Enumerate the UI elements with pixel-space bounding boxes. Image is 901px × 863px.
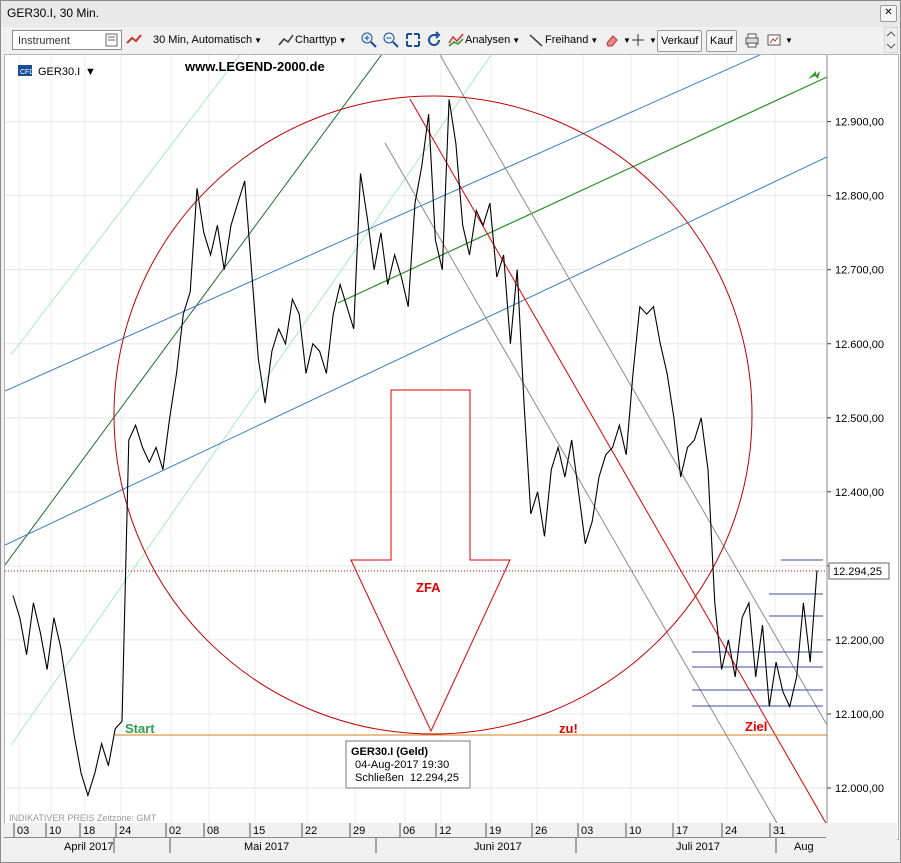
- price-chart[interactable]: 12.900,00 12.800,00 12.700,00 12.600,00 12.5…: [5, 55, 898, 839]
- scroll-up-icon[interactable]: [883, 26, 899, 54]
- crosshair-icon[interactable]: ▼: [632, 34, 657, 47]
- toolbar: Instrument 30 Min, Automatisch ▼ Charttyp…: [5, 29, 897, 53]
- current-price-tag: 12.294,25: [828, 562, 890, 580]
- x-day-label: 02: [169, 825, 181, 837]
- x-day-label: 08: [207, 825, 219, 837]
- analysen-label: Analysen: [465, 34, 511, 46]
- x-month-label: Juni 2017: [474, 841, 522, 853]
- x-day-label: 22: [305, 825, 317, 837]
- y-tick-label: 12.500,00: [835, 413, 884, 425]
- y-tick-label: 12.700,00: [835, 265, 884, 277]
- watermark-text: www.LEGEND-2000.de: [184, 59, 325, 74]
- freihand-label: Freihand: [545, 34, 589, 46]
- zfa-label: ZFA: [416, 580, 441, 595]
- current-price-label: 12.294,25: [833, 566, 882, 578]
- analysen-menu[interactable]: Analysen ▼: [447, 29, 520, 51]
- x-day-label: 24: [119, 825, 131, 837]
- footer-note: INDIKATIVER PREIS Zeitzone: GMT: [9, 813, 157, 823]
- y-tick-label: 12.100,00: [835, 709, 884, 721]
- sell-button[interactable]: Verkauf: [657, 30, 703, 52]
- x-axis: 03 10 18 24 02 08 15 22 29 06 12 19 26 03 10 17 24 31 Apri…: [4, 823, 897, 859]
- light-green-line-1: [10, 55, 241, 356]
- y-tick-label: 12.600,00: [835, 339, 884, 351]
- ziel-label: Ziel: [745, 719, 767, 734]
- x-day-label: 24: [725, 825, 737, 837]
- tooltip-close-value: 12.294,25: [410, 772, 459, 784]
- x-axis-svg: 03 10 18 24 02 08 15 22 29 06 12 19 26 03 10 17 24 31 Apri…: [4, 823, 897, 859]
- x-day-label: 17: [676, 825, 688, 837]
- print-icon[interactable]: [743, 29, 761, 51]
- y-tick-label: 12.800,00: [835, 191, 884, 203]
- close-icon[interactable]: ✕: [880, 5, 897, 22]
- y-tick-label: 12.000,00: [835, 783, 884, 795]
- eraser-icon[interactable]: ▼: [603, 29, 631, 51]
- refresh-icon[interactable]: [425, 29, 443, 51]
- zoom-in-icon[interactable]: [360, 29, 378, 51]
- price-tooltip: GER30.I (Geld) 04-Aug-2017 19:30 Schließ…: [345, 740, 471, 789]
- interval-select[interactable]: 30 Min, Automatisch ▼: [153, 34, 262, 46]
- x-axis-bg: [4, 823, 897, 859]
- x-day-label: 12: [439, 825, 451, 837]
- zoom-out-icon[interactable]: [382, 29, 400, 51]
- title-bar: GER30.I, 30 Min. ✕: [1, 1, 900, 27]
- interval-label: 30 Min,: [153, 34, 190, 46]
- x-day-label: 19: [489, 825, 501, 837]
- svg-text:CFD: CFD: [20, 69, 34, 76]
- tooltip-close-label: Schließen: [355, 772, 404, 784]
- x-month-label: Juli 2017: [676, 841, 720, 853]
- start-label: Start: [125, 721, 155, 736]
- y-tick-label: 12.400,00: [835, 487, 884, 499]
- grey-channel-upper: [439, 55, 827, 726]
- x-day-label: 10: [629, 825, 641, 837]
- buy-button[interactable]: Kauf: [706, 30, 737, 52]
- red-trendline: [409, 98, 827, 825]
- dark-green-trendline: [5, 55, 382, 566]
- tooltip-title: GER30.I (Geld): [351, 746, 428, 758]
- fit-icon[interactable]: [404, 29, 422, 51]
- x-day-label: 26: [535, 825, 547, 837]
- y-tick-label: 12.200,00: [835, 635, 884, 647]
- tooltip-datetime: 04-Aug-2017 19:30: [355, 759, 449, 771]
- x-day-label: 29: [353, 825, 365, 837]
- light-green-line-2: [10, 55, 492, 746]
- instrument-lookup-icon[interactable]: [103, 29, 121, 51]
- x-day-label: 03: [17, 825, 29, 837]
- symbol-selector[interactable]: CFD GER30.I ▼: [18, 65, 96, 78]
- grey-channel-lower: [384, 142, 779, 825]
- y-axis: 12.900,00 12.800,00 12.700,00 12.600,00 12.5…: [826, 55, 884, 839]
- x-month-label: Aug: [794, 841, 814, 853]
- export-icon[interactable]: ▼: [765, 29, 793, 51]
- instrument-input[interactable]: Instrument: [12, 30, 122, 50]
- svg-text:▼: ▼: [85, 66, 96, 78]
- x-month-label: April 2017: [64, 841, 114, 853]
- window-title: GER30.I, 30 Min.: [7, 6, 100, 20]
- symbol-label: GER30.I: [38, 66, 80, 78]
- x-day-label: 31: [773, 825, 785, 837]
- zfa-arrow: [350, 389, 511, 733]
- y-tick-label: 12.900,00: [835, 117, 884, 129]
- x-month-label: Mai 2017: [244, 841, 289, 853]
- charttype-label: Charttyp: [295, 34, 337, 46]
- green-channel-mid: [337, 76, 827, 304]
- price-series: [12, 99, 818, 798]
- charttype-menu[interactable]: Charttyp ▼: [277, 29, 347, 51]
- x-day-label: 10: [49, 825, 61, 837]
- x-day-label: 18: [83, 825, 95, 837]
- blue-channel-lower: [5, 156, 827, 546]
- blue-channel-upper: [5, 55, 761, 392]
- drawing-objects: [5, 55, 827, 825]
- zu-label: zu!: [559, 721, 578, 736]
- chart-panel[interactable]: 12.900,00 12.800,00 12.700,00 12.600,00 12.5…: [4, 54, 899, 840]
- x-day-label: 15: [253, 825, 265, 837]
- x-day-label: 03: [581, 825, 593, 837]
- target-levels: [692, 559, 823, 707]
- scale-label: Automatisch: [191, 34, 253, 46]
- trend-arrow-icon: [808, 71, 820, 79]
- x-day-label: 06: [403, 825, 415, 837]
- freihand-menu[interactable]: Freihand ▼: [527, 29, 598, 51]
- compare-icon[interactable]: [125, 29, 143, 51]
- red-circle: [113, 95, 753, 735]
